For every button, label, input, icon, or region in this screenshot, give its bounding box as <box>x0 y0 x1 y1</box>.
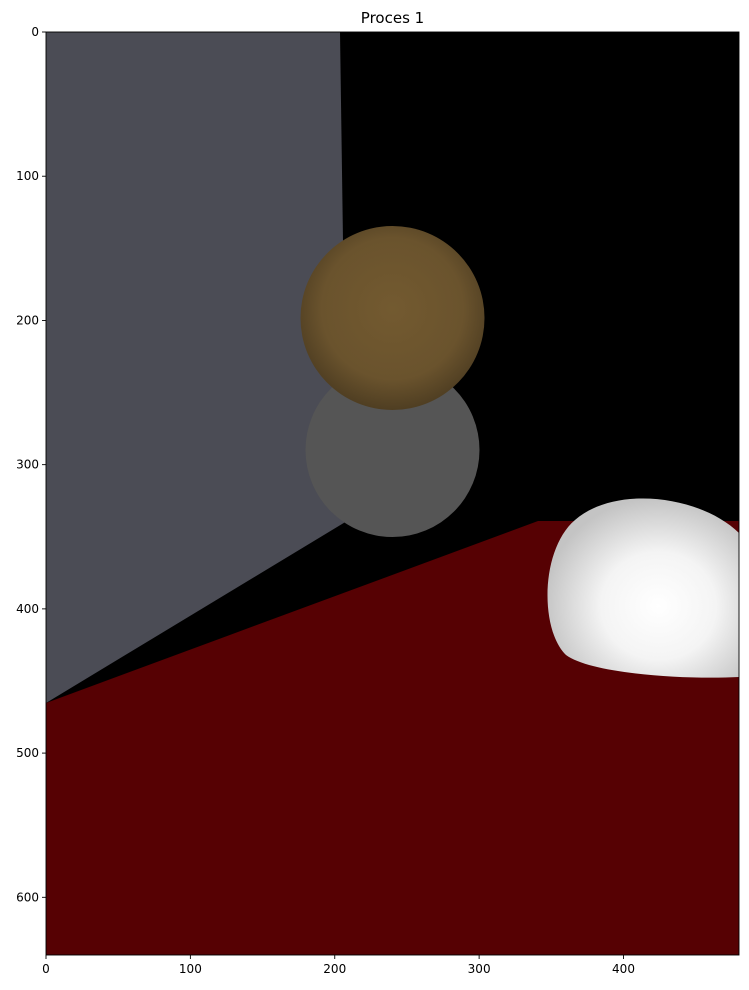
x-tick-label: 0 <box>42 962 50 976</box>
x-tick-label: 100 <box>179 962 202 976</box>
y-tick-label: 400 <box>16 602 39 616</box>
x-tick-label: 400 <box>612 962 635 976</box>
rendered-scene <box>46 32 739 955</box>
wall-gray <box>46 32 347 703</box>
plot-title: Proces 1 <box>361 9 424 27</box>
y-tick-label: 500 <box>16 746 39 760</box>
y-tick-label: 300 <box>16 458 39 472</box>
y-tick-label: 200 <box>16 313 39 327</box>
y-axis: 0 100 200 300 400 500 600 <box>16 25 46 904</box>
y-tick-label: 100 <box>16 169 39 183</box>
x-axis: 0 100 200 300 400 <box>42 955 635 976</box>
x-tick-label: 200 <box>323 962 346 976</box>
plot-frame <box>45 31 740 956</box>
x-tick-label: 300 <box>468 962 491 976</box>
brown-sphere <box>300 226 485 410</box>
y-tick-label: 0 <box>31 25 39 39</box>
y-tick-label: 600 <box>16 890 39 904</box>
gray-sphere <box>305 363 480 537</box>
white-sphere <box>547 498 739 678</box>
